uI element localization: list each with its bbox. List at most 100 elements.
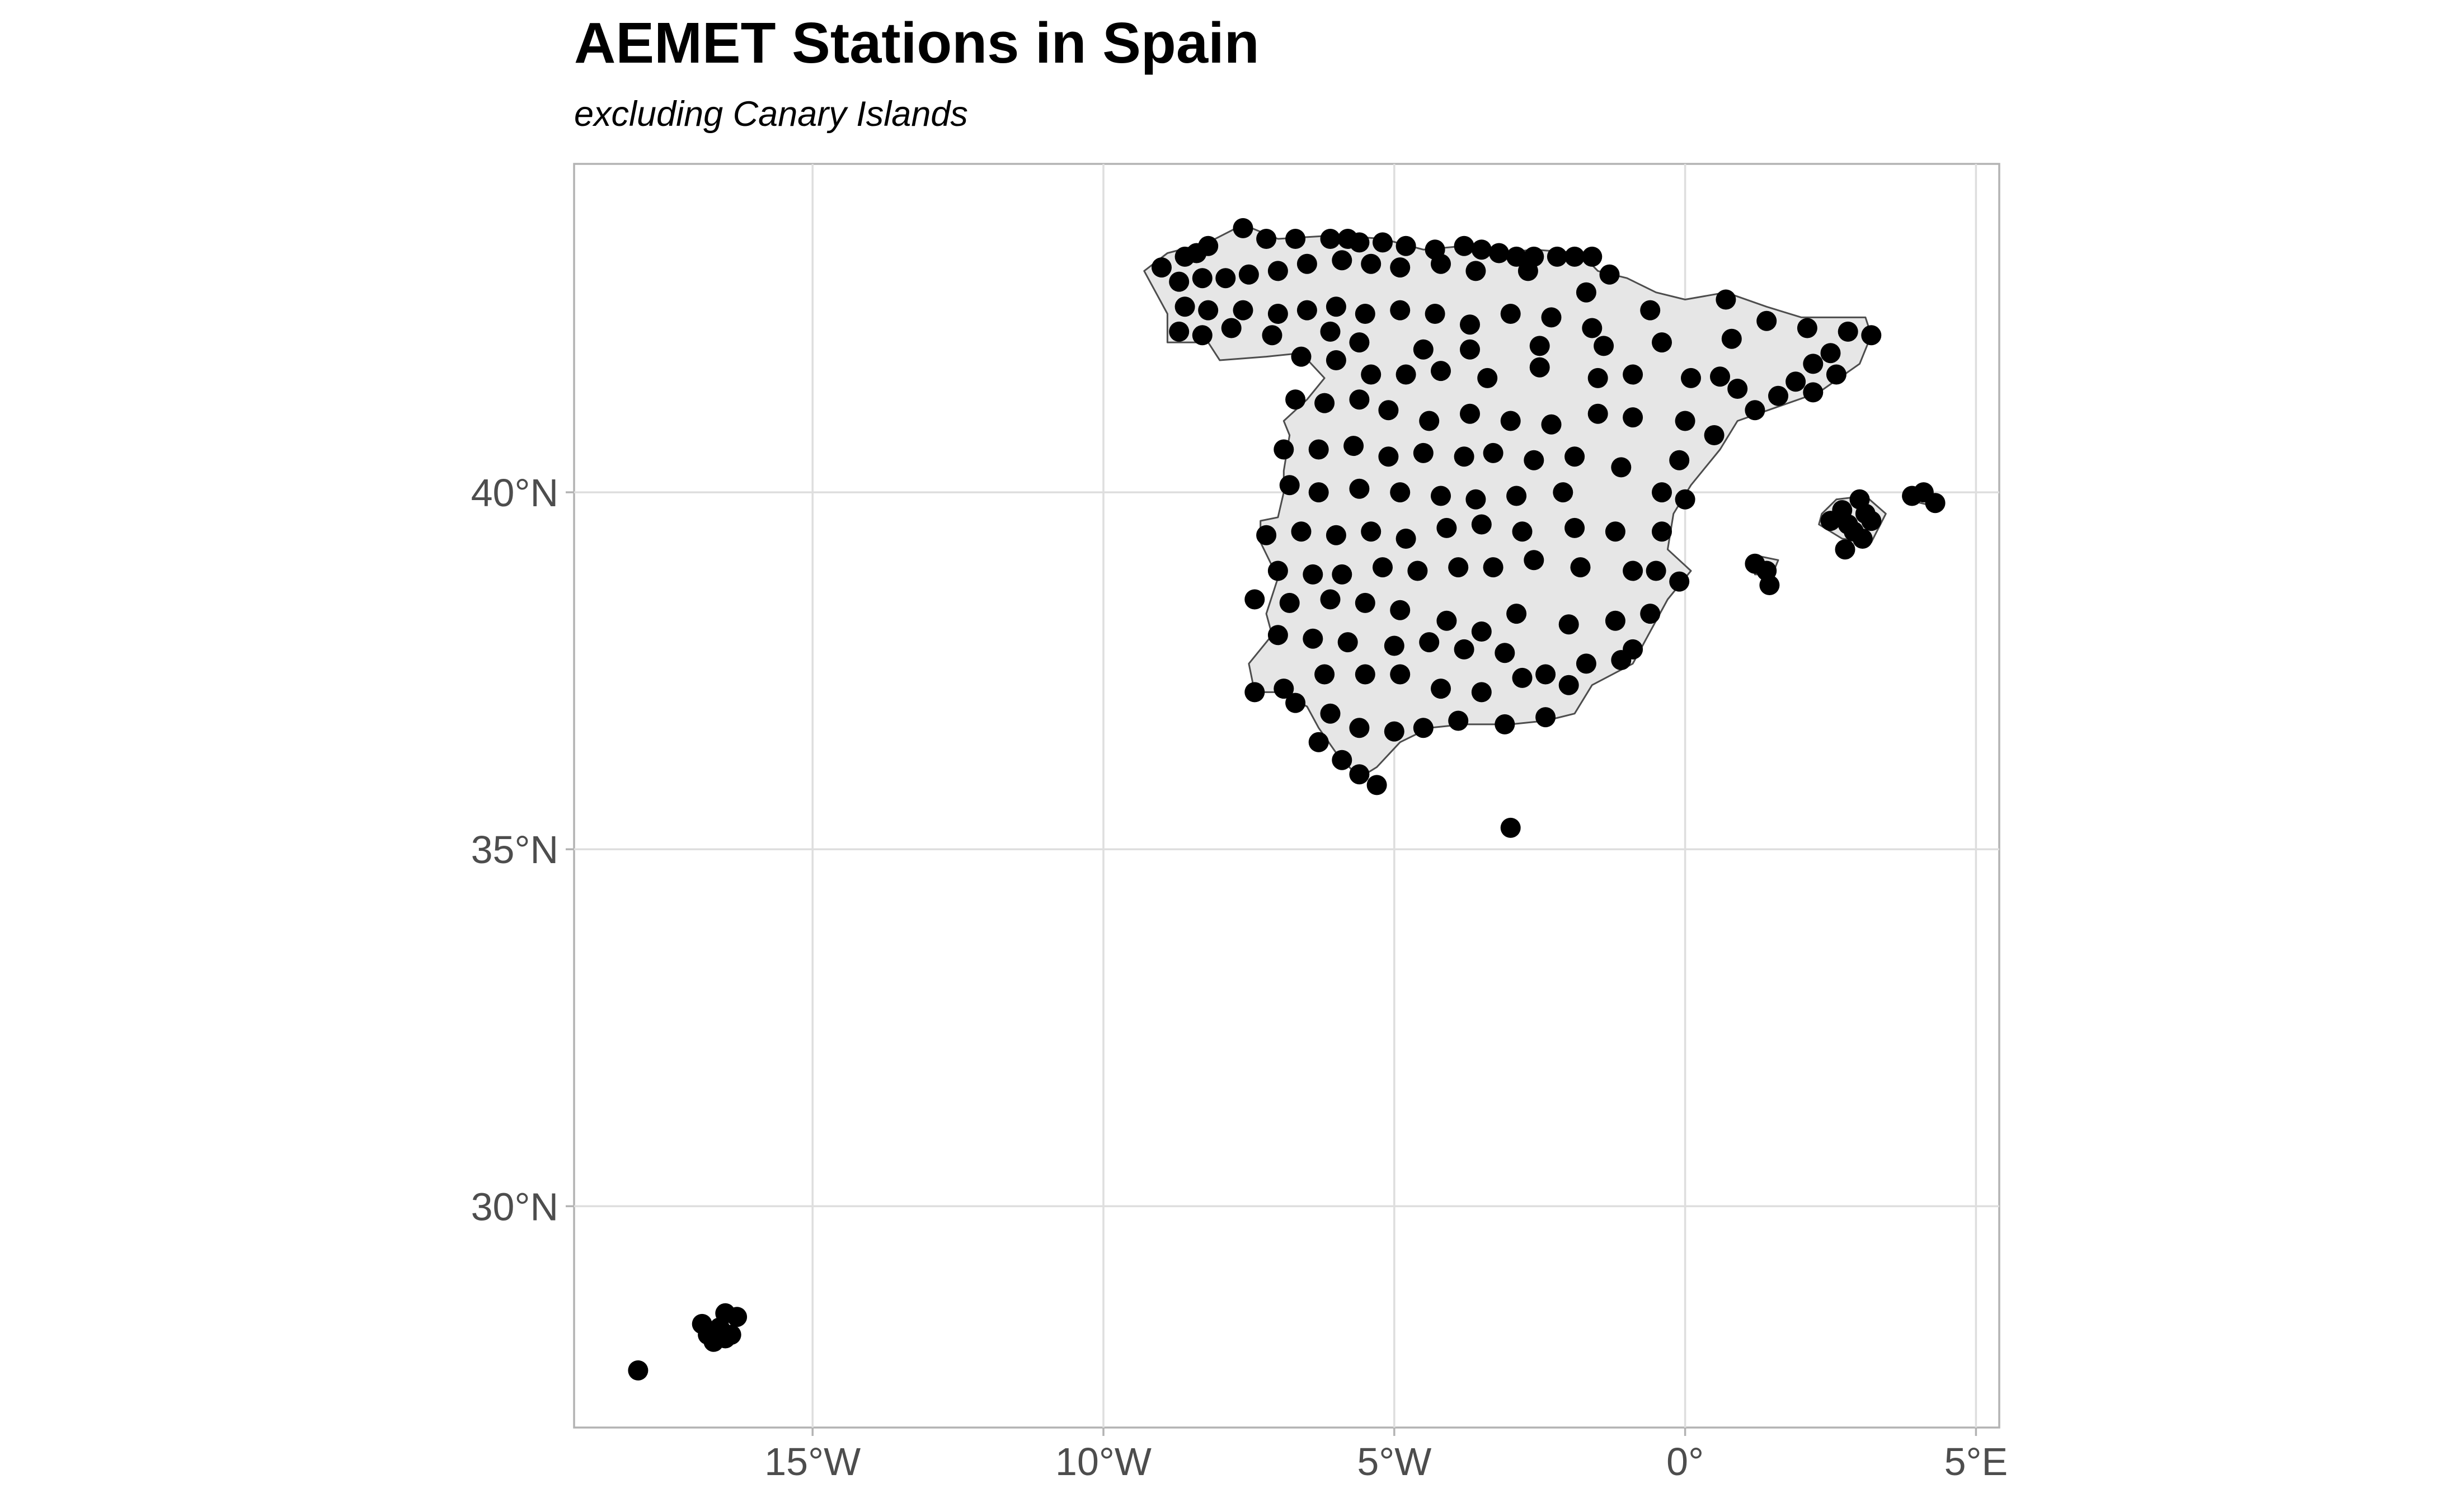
- station-point-199: [1925, 493, 1946, 514]
- station-point-91: [1500, 411, 1521, 431]
- station-point-76: [1326, 350, 1346, 370]
- station-point-18: [1547, 246, 1567, 267]
- station-point-83: [1623, 364, 1643, 385]
- station-point-130: [1267, 560, 1288, 581]
- station-point-4: [1233, 218, 1253, 238]
- station-point-40: [1326, 296, 1346, 317]
- station-point-134: [1407, 560, 1428, 581]
- station-point-80: [1477, 368, 1498, 388]
- station-point-9: [1349, 232, 1370, 253]
- station-point-103: [1483, 442, 1503, 463]
- station-point-69: [1768, 385, 1788, 406]
- station-point-31: [1465, 261, 1486, 281]
- station-point-14: [1471, 239, 1492, 260]
- station-point-206: [698, 1325, 718, 1345]
- station-point-99: [1343, 436, 1364, 456]
- station-point-39: [1296, 300, 1317, 321]
- station-point-68: [1786, 371, 1806, 392]
- station-point-163: [1244, 682, 1265, 703]
- station-point-172: [1285, 693, 1306, 713]
- station-point-65: [1861, 325, 1882, 346]
- station-point-106: [1611, 457, 1632, 478]
- station-point-21: [1169, 271, 1190, 292]
- station-point-155: [1384, 635, 1404, 656]
- station-point-180: [1308, 732, 1329, 752]
- station-point-67: [1803, 354, 1824, 374]
- station-point-87: [1349, 389, 1370, 410]
- station-point-78: [1395, 364, 1416, 385]
- station-point-126: [1564, 517, 1585, 538]
- station-point-166: [1355, 664, 1375, 685]
- station-point-150: [1605, 610, 1625, 631]
- station-point-23: [1215, 268, 1236, 289]
- station-point-183: [1366, 775, 1387, 795]
- station-point-2: [1152, 257, 1172, 278]
- station-point-146: [1436, 610, 1457, 631]
- station-point-108: [1279, 475, 1300, 496]
- station-point-174: [1349, 718, 1370, 738]
- station-point-145: [1390, 600, 1411, 620]
- station-point-42: [1390, 300, 1411, 321]
- station-point-66: [1820, 343, 1841, 364]
- station-point-179: [1535, 707, 1556, 728]
- station-point-100: [1378, 446, 1399, 467]
- station-point-86: [1314, 393, 1335, 413]
- station-point-93: [1587, 403, 1608, 424]
- station-point-32: [1517, 261, 1538, 281]
- station-point-158: [1495, 643, 1515, 663]
- station-point-72: [1745, 400, 1765, 421]
- station-point-147: [1471, 621, 1492, 642]
- station-point-142: [1279, 592, 1300, 613]
- station-point-50: [1169, 321, 1190, 342]
- station-point-89: [1419, 411, 1440, 431]
- station-point-187: [1745, 553, 1765, 574]
- station-point-27: [1332, 250, 1352, 271]
- station-point-55: [1349, 332, 1370, 353]
- station-point-35: [1174, 296, 1195, 317]
- station-point-123: [1436, 517, 1457, 538]
- station-point-170: [1512, 667, 1533, 688]
- station-point-11: [1395, 235, 1416, 256]
- station-point-57: [1460, 339, 1480, 360]
- station-point-167: [1390, 664, 1411, 685]
- station-point-102: [1454, 446, 1474, 467]
- station-point-26: [1296, 253, 1317, 274]
- station-point-6: [1285, 229, 1306, 249]
- station-point-109: [1308, 482, 1329, 503]
- station-point-48: [1640, 300, 1661, 321]
- station-point-49: [1716, 289, 1736, 310]
- station-point-30: [1431, 253, 1451, 274]
- station-point-29: [1390, 257, 1411, 278]
- station-point-169: [1471, 682, 1492, 703]
- station-point-110: [1349, 478, 1370, 499]
- station-point-46: [1541, 307, 1562, 328]
- station-point-84: [1681, 368, 1701, 388]
- station-point-94: [1623, 407, 1643, 428]
- station-point-132: [1332, 564, 1352, 585]
- station-point-181: [1332, 750, 1352, 770]
- y-tick-label-2: 40°N: [471, 471, 558, 515]
- station-point-85: [1285, 389, 1306, 410]
- station-point-160: [1576, 653, 1596, 674]
- station-point-38: [1267, 304, 1288, 324]
- station-point-129: [1646, 560, 1666, 581]
- station-point-135: [1448, 557, 1469, 578]
- station-point-60: [1652, 332, 1672, 353]
- station-point-133: [1373, 557, 1393, 578]
- station-point-105: [1564, 446, 1585, 467]
- station-point-122: [1395, 529, 1416, 549]
- station-point-116: [1652, 482, 1672, 503]
- station-point-98: [1308, 439, 1329, 460]
- station-point-107: [1669, 450, 1690, 470]
- chart-subtitle: excluding Canary Islands: [574, 95, 968, 134]
- station-point-24: [1238, 264, 1259, 285]
- station-point-138: [1570, 557, 1591, 578]
- station-point-149: [1558, 614, 1579, 635]
- station-point-162: [1623, 639, 1643, 660]
- y-tick-label-0: 30°N: [471, 1185, 558, 1228]
- station-point-95: [1675, 411, 1695, 431]
- station-point-22: [1192, 268, 1213, 289]
- chart-title: AEMET Stations in Spain: [574, 11, 1260, 75]
- station-point-34: [1599, 264, 1620, 285]
- station-point-196: [1852, 529, 1873, 549]
